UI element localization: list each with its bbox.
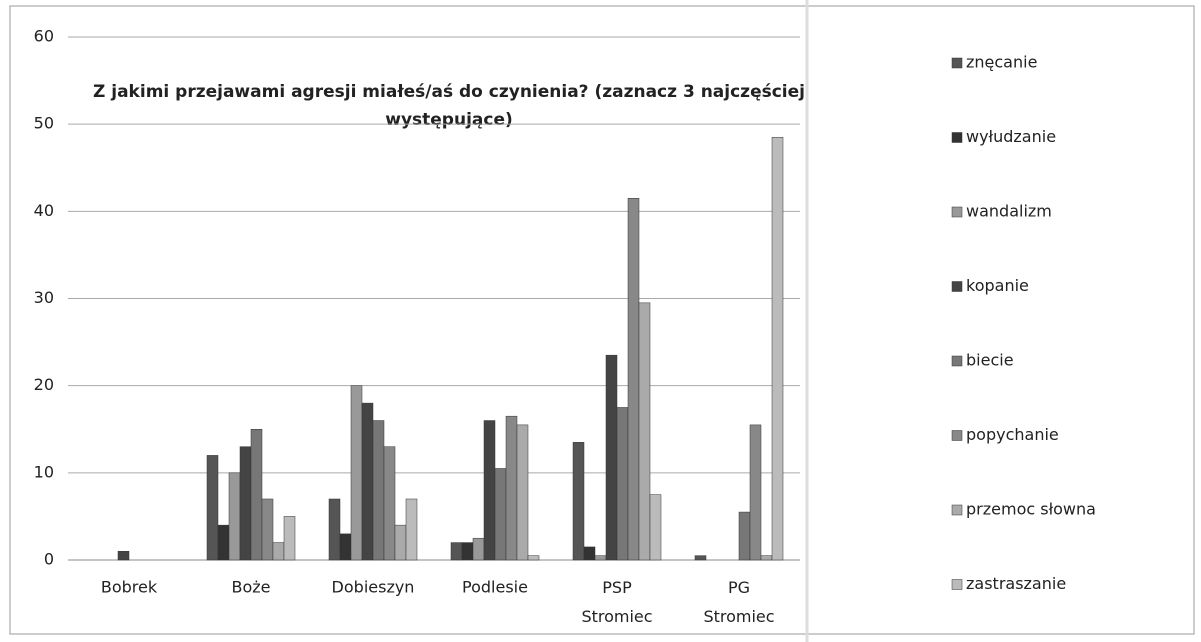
bar (638, 302, 651, 561)
bar (516, 424, 529, 561)
bar (206, 455, 219, 561)
bar (461, 542, 474, 561)
bar (605, 354, 618, 561)
bar (217, 524, 230, 561)
legend-label: biecie (966, 351, 1014, 370)
bar (505, 415, 518, 561)
legend-swatch (951, 579, 963, 590)
bar (383, 446, 396, 561)
bar (272, 542, 285, 561)
bar (283, 516, 296, 561)
bar (738, 511, 751, 561)
y-tick-label: 20 (34, 375, 54, 394)
chart-title: Z jakimi przejawami agresji miałeś/aś do… (93, 82, 805, 102)
bar (749, 424, 762, 561)
y-tick-label: 60 (34, 27, 54, 46)
chart-title: występujące) (385, 110, 513, 130)
x-tick-label: Bobrek (101, 578, 158, 597)
y-tick-label: 10 (34, 462, 54, 481)
legend-label: wyłudzanie (966, 127, 1056, 146)
legend-label: przemoc słowna (966, 500, 1096, 519)
legend-swatch (951, 281, 963, 292)
legend-swatch (951, 57, 963, 69)
bar (339, 533, 352, 561)
bar (350, 385, 363, 561)
bar (494, 468, 507, 561)
bar (372, 420, 385, 561)
bar (771, 136, 784, 561)
y-tick-label: 40 (34, 201, 54, 220)
bar (583, 546, 596, 561)
bar (572, 442, 585, 561)
bar (394, 524, 407, 561)
legend-label: zastraszanie (966, 574, 1066, 593)
legend-swatch (951, 355, 963, 367)
bar (483, 420, 496, 561)
legend-label: popychanie (966, 425, 1059, 444)
y-tick-label: 50 (34, 114, 54, 133)
legend-swatch (951, 132, 963, 143)
bar (627, 198, 640, 561)
y-tick-label: 30 (34, 288, 54, 307)
bar (450, 542, 463, 561)
bar (616, 407, 629, 561)
bar (361, 402, 374, 561)
bar (228, 472, 241, 561)
bar (328, 498, 341, 561)
bar (250, 429, 263, 561)
legend-swatch (951, 430, 963, 441)
bar (239, 446, 252, 561)
y-tick-label: 0 (44, 550, 54, 569)
bar (649, 494, 662, 561)
x-tick-label: PG Stromiec (703, 578, 774, 626)
bar (527, 555, 540, 561)
legend-swatch (951, 504, 963, 516)
x-tick-label: Boże (231, 578, 270, 597)
bar (405, 498, 418, 561)
legend-swatch (951, 206, 963, 218)
legend-label: wandalizm (966, 202, 1052, 221)
x-tick-label: Dobieszyn (332, 578, 415, 597)
bar (261, 498, 274, 561)
bar (117, 551, 130, 561)
bar (594, 555, 607, 561)
bar (760, 555, 773, 561)
x-tick-label: PSP Stromiec (581, 578, 652, 626)
bar (472, 537, 485, 561)
legend-label: kopanie (966, 276, 1029, 295)
x-tick-label: Podlesie (462, 578, 528, 597)
bar (694, 555, 707, 561)
legend-label: znęcanie (966, 53, 1037, 72)
